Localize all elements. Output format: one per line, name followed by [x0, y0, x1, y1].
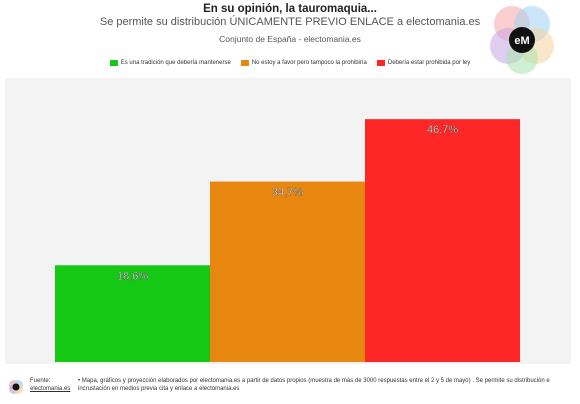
footer: Fuente: electomania.es • Mapa, gráficos … [0, 374, 580, 404]
footer-source: Fuente: electomania.es [30, 377, 70, 393]
bar-label-prohibida: 46,7% [427, 124, 458, 136]
chart-subsubtitle: Conjunto de España - electomania.es [219, 34, 361, 44]
legend-swatch-tradicion [109, 60, 118, 66]
legend-label-no-prohibiria: No estoy a favor pero tampoco la prohibi… [251, 60, 367, 66]
bar-no-prohibiria [210, 181, 365, 362]
chart-subtitle: Se permite su distribución ÚNICAMENTE PR… [99, 16, 481, 28]
footer-note: • Mapa, gráficos y proyección elaborados… [78, 378, 550, 392]
bar-label-tradicion: 18,6% [117, 270, 148, 282]
legend-label-prohibida: Debería estar prohibida por ley [387, 60, 471, 66]
bar-prohibida [365, 119, 520, 362]
legend-swatch-no-prohibiria [240, 60, 249, 66]
legend-item-prohibida: Debería estar prohibida por ley [376, 57, 471, 69]
logo-text: eM [514, 35, 529, 47]
plot-area: 18,6% 34,7% 46,7% [5, 78, 571, 364]
legend-item-no-prohibiria: No estoy a favor pero tampoco la prohibi… [240, 57, 367, 69]
legend-label-tradicion: Es una tradición que debería mantenerse [120, 60, 231, 66]
chart-title: En su opinión, la tauromaquia... [203, 3, 377, 15]
electomania-logo: eM [490, 6, 554, 74]
legend-item-tradicion: Es una tradición que debería mantenerse [109, 57, 231, 69]
bar-label-no-prohibiria: 34,7% [272, 187, 303, 199]
chart-legend: Es una tradición que debería mantenerse … [0, 57, 580, 69]
bar-tradicion [55, 265, 210, 362]
bar-chart: 18,6% 34,7% 46,7% [55, 119, 520, 362]
legend-swatch-prohibida [376, 60, 385, 66]
footer-logo-icon [9, 380, 23, 394]
footer-source-link[interactable]: electomania.es [30, 386, 71, 392]
footer-source-label: Fuente: [30, 378, 51, 384]
